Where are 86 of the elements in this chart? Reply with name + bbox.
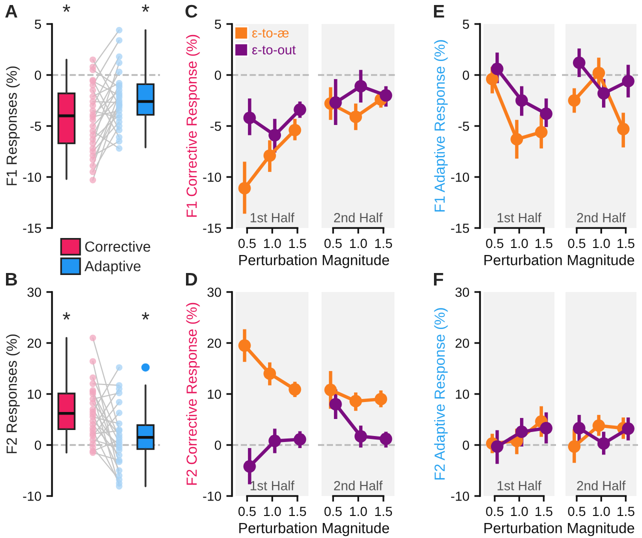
y-axis-title: F2 Corrective Response (%) xyxy=(186,302,200,485)
y-tick-label: 20 xyxy=(208,338,222,348)
chart-title: B xyxy=(6,273,17,286)
band-label: 2nd Half xyxy=(577,212,626,222)
y-tick-label: 20 xyxy=(28,338,42,348)
x-tick-label: 1.5 xyxy=(536,506,552,516)
x-tick-label: 0.5 xyxy=(486,238,504,248)
y-tick-label: 5 xyxy=(214,20,222,29)
y-tick-label: -5 xyxy=(210,122,222,131)
band-label: 1st Half xyxy=(498,212,542,222)
x-tick-label: 1.5 xyxy=(536,238,552,248)
y-tick-label: 0 xyxy=(462,70,470,80)
x-tick-label: 1.0 xyxy=(350,238,367,248)
x-tick-label: 1.0 xyxy=(350,506,367,516)
annotation: * xyxy=(142,312,150,320)
x-tick-label: 1.5 xyxy=(375,238,392,248)
y-tick-label: -10 xyxy=(203,492,222,501)
band-label: 1st Half xyxy=(498,480,542,490)
y-axis-title: F1 Responses (%) xyxy=(6,66,20,186)
y-tick-label: -15 xyxy=(451,224,470,233)
y-tick-label: 10 xyxy=(208,390,222,399)
legend-label: Corrective xyxy=(85,241,150,252)
y-tick-label: -10 xyxy=(23,172,42,182)
x-tick-label: 0.5 xyxy=(324,238,342,248)
y-tick-label: -5 xyxy=(30,122,42,131)
legend-label: Adaptive xyxy=(84,260,141,274)
legend-label: ε-to-æ xyxy=(252,28,289,38)
x-tick-label: 1.0 xyxy=(264,506,281,516)
band-label: 1st Half xyxy=(250,480,294,490)
x-tick-label: 1.0 xyxy=(264,238,281,248)
x-tick-label: 0.5 xyxy=(486,506,504,516)
x-axis-title: Perturbation Magnitude xyxy=(239,254,390,268)
x-tick-label: 1.5 xyxy=(289,238,306,248)
band-label: 2nd Half xyxy=(334,212,383,222)
y-tick-label: 0 xyxy=(214,440,222,450)
band-label: 1st Half xyxy=(250,212,294,222)
x-axis-title: Perturbation Magnitude xyxy=(239,522,390,536)
x-tick-label: 0.5 xyxy=(324,506,342,516)
x-tick-label: 1.5 xyxy=(618,238,634,248)
y-tick-label: 0 xyxy=(34,440,42,450)
x-tick-label: 1.0 xyxy=(511,238,528,248)
y-tick-label: -5 xyxy=(458,122,470,131)
y-tick-label: 5 xyxy=(34,20,42,29)
y-tick-label: -10 xyxy=(203,172,222,182)
legend-label: ε-to-out xyxy=(252,46,296,54)
y-tick-label: 10 xyxy=(28,390,42,399)
y-tick-label: -10 xyxy=(451,492,470,501)
x-tick-label: 0.5 xyxy=(568,506,586,516)
y-tick-label: -15 xyxy=(203,224,222,233)
x-tick-label: 0.5 xyxy=(568,238,586,248)
chart-title: E xyxy=(434,5,444,18)
x-tick-label: 1.0 xyxy=(511,506,528,516)
band-label: 2nd Half xyxy=(334,480,383,490)
y-tick-label: 0 xyxy=(34,70,42,80)
x-tick-label: 1.5 xyxy=(618,506,634,516)
y-axis-title: F1 Corrective Response (%) xyxy=(186,34,200,217)
x-tick-label: 0.5 xyxy=(238,238,256,248)
annotation: * xyxy=(62,312,70,320)
y-axis-title: F2 Adaptive Response (%) xyxy=(434,308,448,480)
chart-title: D xyxy=(186,273,198,286)
band-label: 2nd Half xyxy=(577,480,626,490)
x-axis-title: Perturbation Magnitude xyxy=(484,522,634,536)
y-tick-label: 30 xyxy=(207,288,222,297)
y-tick-label: 0 xyxy=(462,440,470,450)
x-axis-title: Perturbation Magnitude xyxy=(484,254,634,268)
y-tick-label: -15 xyxy=(23,224,42,233)
y-tick-label: 30 xyxy=(455,288,470,297)
text: * xyxy=(62,4,70,12)
y-tick-label: 30 xyxy=(27,288,42,297)
x-tick-label: 1.0 xyxy=(593,506,610,516)
x-tick-label: 1.5 xyxy=(289,506,306,516)
y-tick-label: -10 xyxy=(451,172,470,182)
x-tick-label: 1.0 xyxy=(593,238,610,248)
y-tick-label: 0 xyxy=(214,70,222,80)
chart-title: C xyxy=(186,4,198,18)
y-tick-label: -10 xyxy=(23,492,42,501)
chart-title: F xyxy=(434,273,444,286)
y-tick-label: 20 xyxy=(456,338,470,348)
x-tick-label: 0.5 xyxy=(238,506,256,516)
x-tick-label: 1.5 xyxy=(375,506,392,516)
y-tick-label: 10 xyxy=(456,390,470,399)
text: * xyxy=(142,4,150,12)
y-tick-label: 5 xyxy=(462,20,470,29)
y-axis-title: F2 Responses (%) xyxy=(6,334,20,454)
y-axis-title: F1 Adaptive Response (%) xyxy=(434,40,448,212)
chart-title: A xyxy=(5,5,18,18)
